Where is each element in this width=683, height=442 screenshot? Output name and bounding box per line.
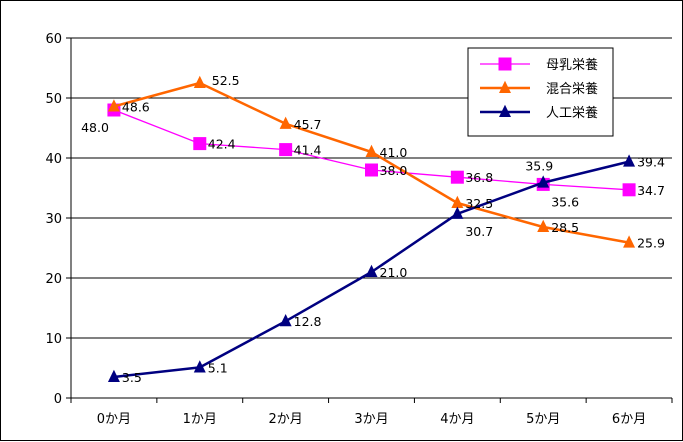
data-point xyxy=(622,183,636,197)
axes: 0 10 20 30 40 50 60 0か月 1か月 2か月 3か月 4か月 5か月 6か月 xyxy=(45,32,673,427)
data-point xyxy=(365,144,378,158)
data-label: 21.0 xyxy=(380,265,408,280)
data-label: 28.5 xyxy=(551,220,579,235)
data-label: 30.7 xyxy=(465,224,493,239)
data-point xyxy=(451,195,464,209)
data-label: 35.9 xyxy=(525,159,553,174)
x-tick-label: 4か月 xyxy=(440,412,474,427)
data-label: 42.4 xyxy=(208,137,236,152)
data-point xyxy=(193,360,206,373)
data-point xyxy=(193,75,206,89)
data-label: 41.0 xyxy=(380,145,408,160)
data-point xyxy=(279,314,292,327)
data-labels: 48.0 42.4 41.4 38.0 36.8 35.6 34.7 48.6 52.5 45.7… xyxy=(81,73,665,385)
data-label: 25.9 xyxy=(637,236,665,251)
y-tick-label: 0 xyxy=(54,392,62,407)
x-tick-label: 2か月 xyxy=(269,412,303,427)
data-point xyxy=(623,235,636,248)
x-tick-label: 1か月 xyxy=(183,412,217,427)
data-point xyxy=(623,154,636,167)
data-label: 35.6 xyxy=(551,194,579,209)
legend-marker xyxy=(499,80,511,94)
data-point xyxy=(537,219,550,233)
data-label: 41.4 xyxy=(294,143,322,158)
data-point xyxy=(279,143,293,157)
series-1 xyxy=(107,75,636,248)
data-label: 45.7 xyxy=(294,117,322,132)
series-2 xyxy=(107,154,636,383)
data-label: 48.6 xyxy=(122,99,150,114)
data-label: 39.4 xyxy=(637,155,665,170)
legend-marker xyxy=(498,57,512,71)
data-label: 32.5 xyxy=(465,196,493,211)
data-point xyxy=(365,163,378,177)
x-tick-label: 0か月 xyxy=(97,412,131,427)
data-label: 36.8 xyxy=(465,170,493,185)
data-label: 48.0 xyxy=(81,120,109,135)
y-tick-label: 40 xyxy=(45,152,62,167)
data-point xyxy=(537,175,550,188)
legend-label: 母乳栄養 xyxy=(546,57,598,73)
data-point xyxy=(107,369,120,383)
legend-label: 人工栄養 xyxy=(546,105,598,121)
x-tick-label: 5か月 xyxy=(526,412,560,427)
legend-label: 混合栄養 xyxy=(546,81,598,97)
data-point xyxy=(451,206,464,219)
y-tick-label: 10 xyxy=(45,332,62,347)
x-tick-label: 6か月 xyxy=(612,412,646,427)
y-tick-label: 30 xyxy=(45,212,62,227)
y-tick-label: 50 xyxy=(45,92,62,107)
data-label: 5.1 xyxy=(208,360,228,375)
y-tick-label: 20 xyxy=(45,272,62,287)
data-label: 3.5 xyxy=(122,370,142,385)
data-point xyxy=(107,99,120,112)
legend-marker xyxy=(499,104,511,118)
x-tick-label: 3か月 xyxy=(354,412,388,427)
data-point xyxy=(193,137,207,151)
data-label: 34.7 xyxy=(637,183,665,198)
data-point xyxy=(450,170,464,184)
data-point xyxy=(279,116,292,129)
series-lines xyxy=(107,75,636,383)
y-tick-label: 60 xyxy=(45,32,62,47)
data-label: 12.8 xyxy=(294,314,322,329)
data-label: 38.0 xyxy=(380,163,408,178)
data-point xyxy=(365,264,378,278)
legend-box xyxy=(467,47,614,137)
data-label: 52.5 xyxy=(212,73,240,88)
grid-lines xyxy=(71,37,672,339)
